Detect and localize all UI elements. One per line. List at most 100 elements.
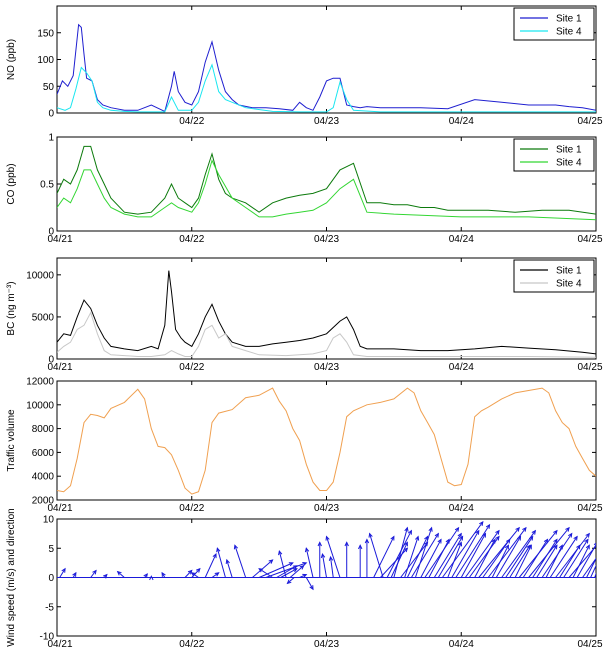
x-tick-label: 04/22 — [179, 116, 204, 127]
wind-arrow-head — [302, 573, 308, 578]
y-tick-label: 0.5 — [40, 180, 54, 191]
wind-arrow-head — [364, 538, 370, 544]
wind-arrow — [305, 548, 314, 578]
wind-arrow-head — [481, 532, 487, 538]
y-tick-label: 1 — [48, 133, 54, 144]
wind-arrow — [191, 572, 199, 578]
x-tick-label: 04/22 — [179, 639, 204, 650]
wind-arrow — [276, 565, 298, 578]
legend-entry: Site 1 — [556, 145, 582, 156]
wind-arrow — [522, 539, 548, 578]
x-tick-label: 04/24 — [449, 362, 474, 373]
y-tick-label: 10000 — [26, 270, 54, 281]
wind-arrow — [582, 557, 596, 578]
axes-frame — [56, 380, 597, 501]
y-axis-label: Wind speed (m/s) and direction — [6, 508, 17, 646]
y-axis-label: Traffic volume — [6, 409, 17, 472]
legend: Site 1 Site 4 — [513, 7, 595, 41]
x-tick-label: 04/21 — [47, 362, 72, 373]
wind-arrow — [555, 533, 590, 578]
x-tick-label: 04/23 — [314, 116, 339, 127]
wind-arrow-head — [325, 535, 330, 541]
x-tick-label: 04/24 — [449, 234, 474, 245]
wind-arrow — [509, 545, 531, 578]
y-tick-label: 50 — [43, 82, 55, 93]
wind-arrow-head — [344, 541, 349, 547]
wind-arrow-head — [585, 532, 590, 538]
y-tick-label: 5000 — [32, 312, 55, 323]
wind-arrow — [474, 539, 496, 578]
wind-arrow — [491, 545, 509, 578]
wind-arrow-head — [143, 573, 148, 579]
wind-arrow-head — [603, 548, 606, 552]
y-axis-label: BC (ng m⁻³) — [6, 281, 17, 335]
wind-arrow-head — [568, 532, 573, 538]
wind-arrow-head — [428, 526, 433, 532]
wind-arrow — [460, 533, 486, 578]
wind-arrow — [590, 564, 596, 578]
x-tick-label: 04/25 — [577, 503, 602, 514]
wind-arrow — [568, 545, 596, 578]
x-tick-label: 04/21 — [47, 234, 72, 245]
wind-arrow-head — [292, 565, 298, 570]
wind-arrow-head — [299, 565, 305, 570]
wind-arrow-head — [553, 538, 558, 544]
x-tick-label: 04/24 — [449, 639, 474, 650]
wind-arrow-head — [485, 523, 491, 529]
legend-box — [513, 7, 595, 41]
wind-arrow — [59, 568, 66, 578]
x-tick-label: 04/23 — [314, 362, 339, 373]
wind-arrow — [576, 543, 596, 578]
x-tick-label: 04/24 — [449, 116, 474, 127]
wind-arrow-head — [543, 538, 549, 544]
wind-arrow-head — [161, 571, 166, 577]
panel-2: 0 0.5 1 04/21 04/22 04/23 04/24 04/25 CO (ppb) Si… — [6, 133, 603, 246]
wind-arrow — [234, 545, 247, 578]
y-tick-label: 8000 — [32, 424, 55, 435]
wind-arrow — [545, 545, 563, 578]
y-tick-label: 0 — [48, 227, 54, 238]
y-tick-label: 10000 — [26, 400, 54, 411]
wind-arrow-head — [573, 535, 578, 541]
wind-arrow-head — [190, 572, 196, 577]
y-tick-label: 12000 — [26, 377, 54, 388]
y-tick-label: 4000 — [32, 472, 55, 483]
wind-arrow-head — [102, 573, 108, 579]
legend-box — [513, 259, 595, 293]
x-tick-label: 04/25 — [577, 234, 602, 245]
wind-arrow — [441, 521, 484, 578]
wind-arrow — [386, 530, 412, 578]
legend: Site 1 Site 4 — [513, 259, 595, 293]
wind-arrow — [487, 527, 527, 578]
wind-arrow-head — [368, 532, 373, 538]
wind-arrow — [278, 551, 287, 578]
wind-arrow-head — [216, 547, 221, 553]
wind-arrow — [390, 542, 408, 578]
wind-arrow — [305, 577, 314, 590]
wind-arrow-head — [320, 552, 326, 559]
wind-arrow — [400, 542, 428, 578]
wind-arrow — [404, 536, 419, 578]
wind-arrow — [514, 545, 532, 578]
wind-arrow — [586, 557, 596, 578]
x-tick-label: 04/22 — [179, 503, 204, 514]
wind-arrow-head — [187, 569, 193, 575]
wind-arrow-head — [457, 532, 462, 538]
wind-arrow-head — [288, 562, 294, 567]
wind-arrow-head — [302, 561, 308, 567]
legend-entry: Site 4 — [556, 27, 582, 38]
panel-4: 2000 4000 6000 8000 10000 12000 04/21 04/22 04/2… — [6, 377, 603, 515]
y-tick-label: 0 — [48, 573, 54, 584]
wind-arrow-head — [414, 535, 420, 541]
wind-arrow-head — [61, 567, 66, 573]
wind-arrow — [299, 574, 307, 578]
wind-arrow-head — [309, 585, 314, 591]
legend-entry: Site 4 — [556, 158, 582, 169]
x-tick-label: 04/22 — [179, 362, 204, 373]
wind-arrow-head — [116, 570, 122, 576]
wind-arrow-head — [457, 541, 463, 547]
y-tick-label: 100 — [37, 55, 54, 66]
x-tick-label: 04/22 — [179, 234, 204, 245]
wind-arrow-head — [292, 568, 298, 573]
